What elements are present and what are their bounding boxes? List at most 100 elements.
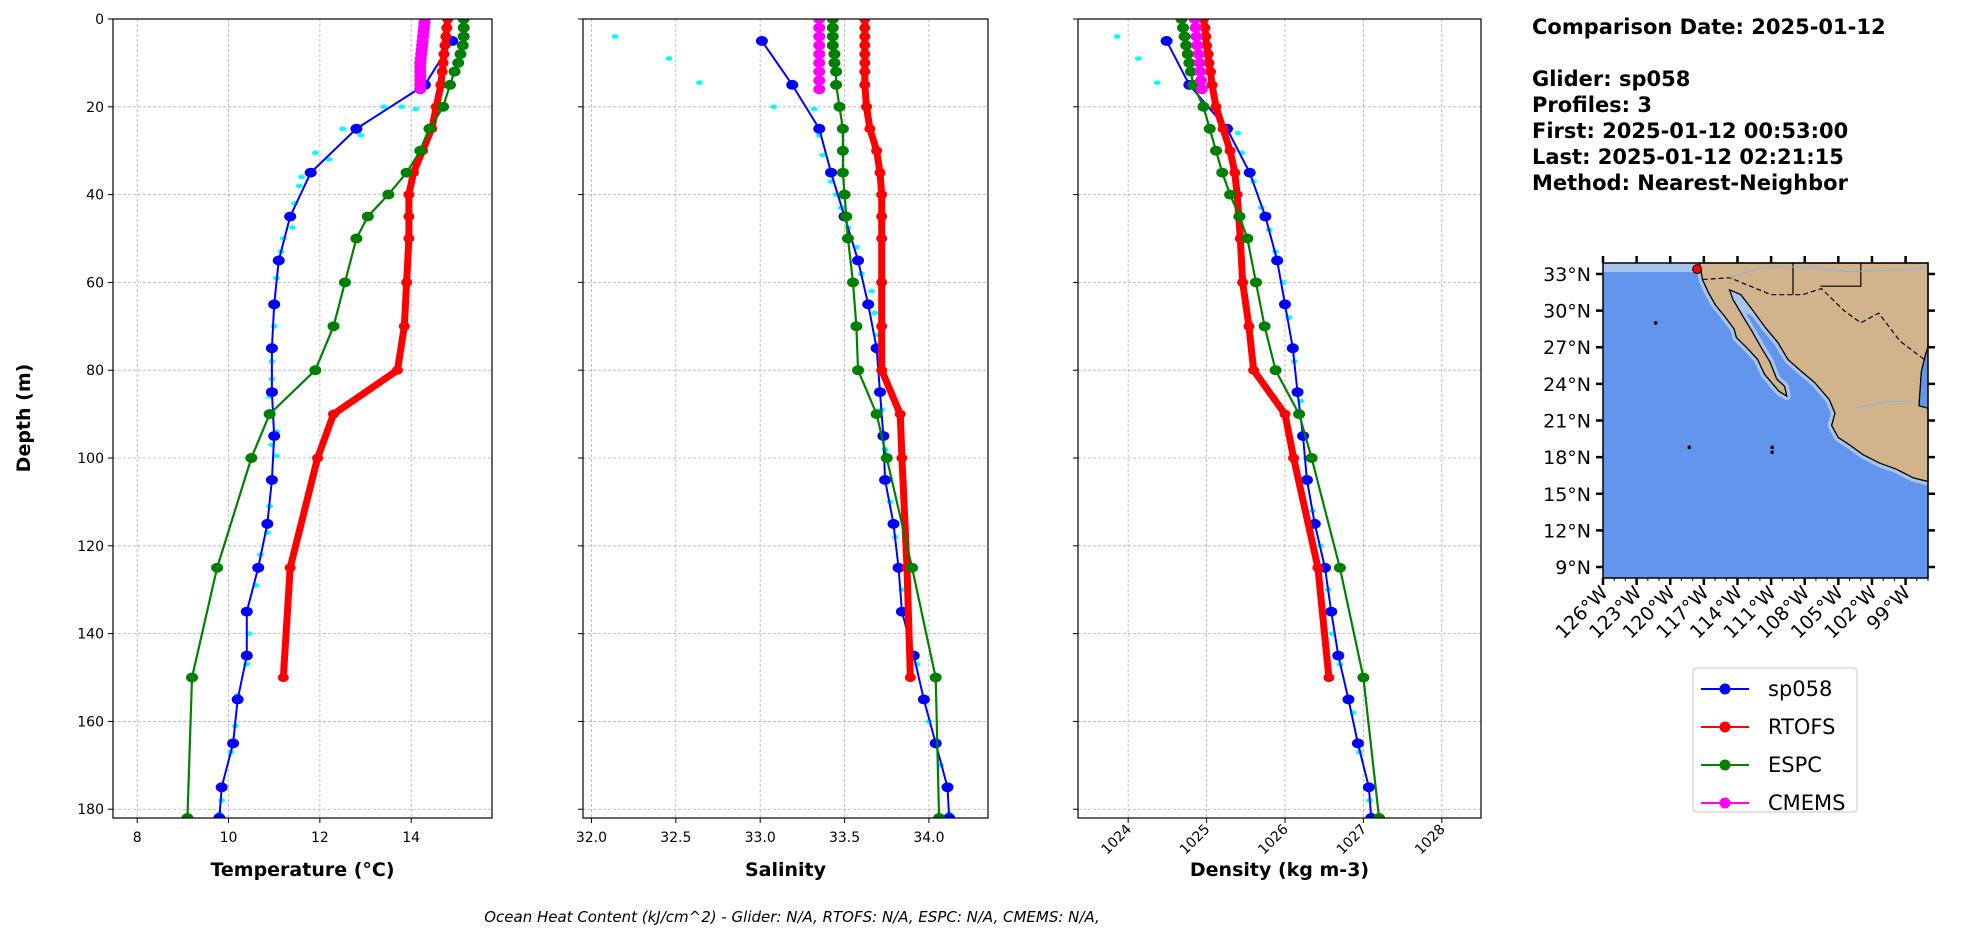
data-point-RTOFS <box>859 58 871 68</box>
data-point-RTOFS <box>440 32 452 42</box>
y-tick-label: 20 <box>86 100 104 116</box>
data-point-sp058 <box>227 738 240 749</box>
data-point-sp058 <box>304 167 317 178</box>
data-point-raw <box>611 34 619 39</box>
x-tick-label: 32.5 <box>660 830 691 846</box>
data-point-RTOFS <box>398 321 410 331</box>
lat-tick-label: 30°N <box>1543 301 1591 323</box>
data-point-CMEMS <box>1191 40 1204 51</box>
data-point-RTOFS <box>874 168 886 178</box>
lat-tick-label: 24°N <box>1543 374 1591 396</box>
data-point-raw <box>695 80 703 85</box>
data-point-RTOFS <box>1200 32 1212 42</box>
data-point-RTOFS <box>859 40 871 50</box>
profile-panel-3: 1024 1025 1026 1027 1028 Density (kg m-3) <box>1073 18 1482 881</box>
data-point-RTOFS <box>441 23 453 33</box>
series-group <box>181 19 470 818</box>
data-point-ESPC <box>211 562 224 573</box>
data-point-RTOFS <box>864 124 876 134</box>
data-point-sp058 <box>240 606 253 617</box>
legend-marker <box>1719 797 1731 809</box>
data-point-RTOFS <box>876 234 888 244</box>
data-point-ESPC <box>338 277 351 288</box>
series-CMEMS <box>414 19 431 95</box>
ocean-heat-content-note: Ocean Heat Content (kJ/cm^2) - Glider: N… <box>484 908 1100 926</box>
y-tick-label: 40 <box>86 188 104 204</box>
data-point-RTOFS <box>1197 19 1209 24</box>
y-axis-label: Depth (m) <box>13 364 35 473</box>
profile-count: Profiles: 3 <box>1532 93 1653 117</box>
data-point-RTOFS <box>876 190 888 200</box>
lat-tick-label: 18°N <box>1543 447 1591 469</box>
glider-name: Glider: sp058 <box>1532 67 1691 91</box>
data-point-ESPC <box>457 31 470 42</box>
data-point-ESPC <box>1241 233 1254 244</box>
data-point-ESPC <box>870 409 883 420</box>
data-point-CMEMS <box>813 31 826 42</box>
data-point-sp058 <box>268 299 281 310</box>
data-point-RTOFS <box>1205 67 1217 77</box>
data-point-RTOFS <box>894 409 906 419</box>
profile-panel-1: 8 10 12 14020406080100120140160180Temperatu… <box>13 12 493 881</box>
data-point-raw <box>295 183 303 189</box>
data-point-RTOFS <box>284 563 296 573</box>
data-point-ESPC <box>850 321 863 332</box>
data-point-sp058 <box>825 167 838 178</box>
data-point-CMEMS <box>1194 66 1207 77</box>
lat-tick-label: 12°N <box>1543 520 1591 542</box>
x-tick-label: 12 <box>311 830 329 846</box>
river <box>1855 400 1912 409</box>
data-point-ESPC <box>263 409 276 420</box>
data-point-RTOFS <box>876 212 888 222</box>
data-point-ESPC <box>929 672 942 683</box>
data-point-sp058 <box>852 255 865 266</box>
data-point-ESPC <box>1216 167 1229 178</box>
data-point-sp058 <box>284 211 297 222</box>
data-point-raw <box>270 324 278 329</box>
international-border <box>1702 277 1927 362</box>
first-time: First: 2025-01-12 00:53:00 <box>1532 119 1849 143</box>
data-point-sp058 <box>887 518 900 529</box>
data-point-RTOFS <box>435 80 447 90</box>
data-point-RTOFS <box>403 234 415 244</box>
data-point-ESPC <box>1357 672 1370 683</box>
data-point-RTOFS <box>401 277 413 287</box>
data-point-RTOFS <box>439 40 451 50</box>
data-point-ESPC <box>847 277 859 288</box>
island <box>1770 450 1775 455</box>
data-point-sp058 <box>231 694 244 705</box>
y-tick-label: 140 <box>77 627 104 643</box>
series-line-RTOFS <box>279 19 452 678</box>
y-tick-label: 120 <box>77 539 104 555</box>
data-point-sp058 <box>879 475 892 485</box>
legend-marker <box>1719 759 1731 771</box>
data-point-sp058 <box>240 650 253 661</box>
series-sp058 <box>1160 36 1378 818</box>
y-tick-label: 60 <box>86 275 104 291</box>
series-group <box>611 19 956 818</box>
data-point-ESPC <box>841 233 854 244</box>
series-ESPC <box>826 19 946 818</box>
data-point-sp058 <box>350 123 363 134</box>
last-time: Last: 2025-01-12 02:21:15 <box>1532 145 1844 169</box>
data-point-raw <box>1153 80 1161 85</box>
data-point-sp058 <box>1342 694 1355 705</box>
data-point-ESPC <box>327 321 340 332</box>
data-point-sp058 <box>755 36 768 46</box>
data-point-ESPC <box>836 123 849 134</box>
data-point-CMEMS <box>813 22 826 33</box>
series-RTOFS <box>859 19 916 683</box>
data-point-ESPC <box>852 365 865 376</box>
data-point-ESPC <box>1269 365 1282 376</box>
data-point-raw <box>868 288 876 294</box>
data-point-raw <box>1134 56 1142 61</box>
lat-tick-label: 33°N <box>1543 264 1591 286</box>
legend-label: sp058 <box>1768 677 1832 701</box>
data-point-RTOFS <box>896 453 908 463</box>
data-point-RTOFS <box>1323 673 1335 683</box>
data-point-ESPC <box>382 189 395 200</box>
lat-tick-label: 15°N <box>1543 484 1591 506</box>
data-point-ESPC <box>1177 22 1190 33</box>
data-point-sp058 <box>213 813 226 818</box>
